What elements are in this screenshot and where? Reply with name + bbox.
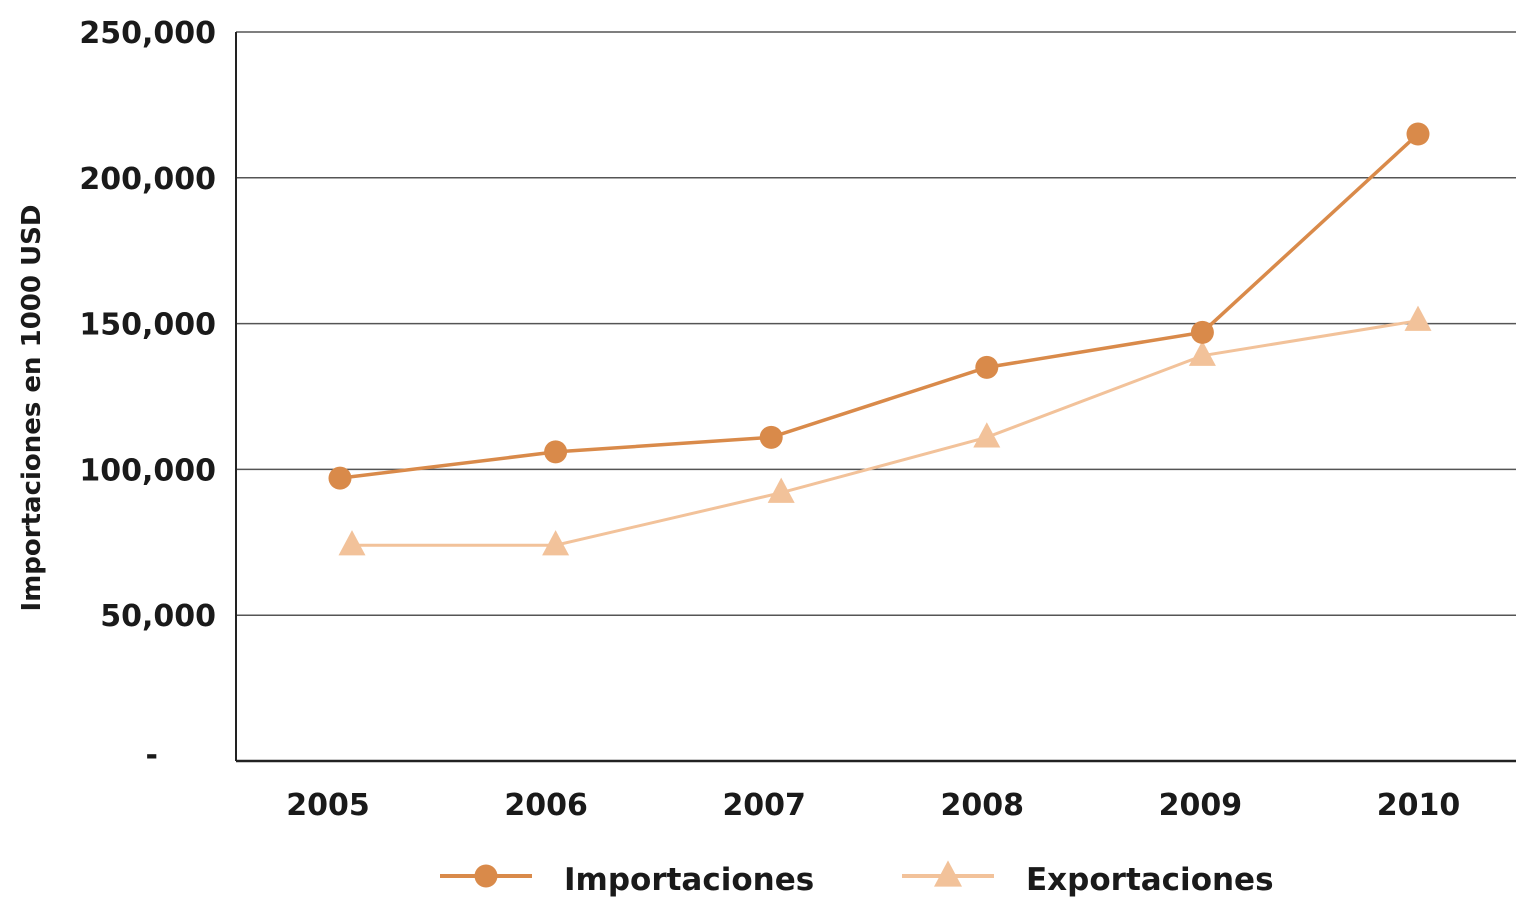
series-line-exportaciones [352, 319, 1419, 547]
legend: Importaciones Exportaciones [440, 860, 1274, 898]
x-tick-label: 2008 [941, 788, 1025, 823]
data-point-exportaciones [338, 530, 366, 556]
x-tick-label: 2005 [286, 788, 370, 823]
axes [235, 32, 1516, 763]
x-tick-label: 2007 [722, 788, 806, 823]
y-tick-label: 150,000 [79, 308, 216, 343]
legend-label-importaciones: Importaciones [564, 862, 814, 898]
data-point-importaciones [759, 425, 783, 449]
y-tick-label: 50,000 [100, 599, 216, 634]
y-axis-title: Importaciones en 1000 USD [17, 205, 47, 612]
data-point-importaciones [328, 466, 352, 490]
legend-marker-exportaciones [934, 860, 962, 887]
x-tick-labels: 2005 2006 2007 2008 2009 2010 [286, 788, 1460, 823]
data-point-importaciones [1190, 320, 1214, 344]
data-point-importaciones [1406, 122, 1430, 146]
data-series [328, 122, 1432, 556]
x-tick-label: 2006 [504, 788, 588, 823]
legend-label-exportaciones: Exportaciones [1026, 862, 1274, 898]
data-point-exportaciones [973, 422, 1001, 448]
x-tick-label: 2010 [1377, 788, 1461, 823]
y-tick-label: 100,000 [79, 453, 216, 488]
legend-marker-importaciones [474, 864, 498, 888]
series-line-importaciones [339, 132, 1420, 480]
data-point-exportaciones [767, 477, 795, 503]
data-point-exportaciones [1188, 340, 1216, 366]
data-point-exportaciones [1404, 305, 1432, 331]
y-tick-label: 250,000 [79, 16, 216, 51]
x-tick-label: 2009 [1159, 788, 1243, 823]
gridlines [236, 31, 1516, 616]
y-tick-label: - [146, 738, 158, 773]
data-point-importaciones [975, 355, 999, 379]
y-tick-labels: - 50,000 100,000 150,000 200,000 250,000 [79, 16, 216, 773]
data-point-importaciones [544, 440, 568, 464]
y-tick-label: 200,000 [79, 162, 216, 197]
data-point-exportaciones [542, 530, 570, 556]
